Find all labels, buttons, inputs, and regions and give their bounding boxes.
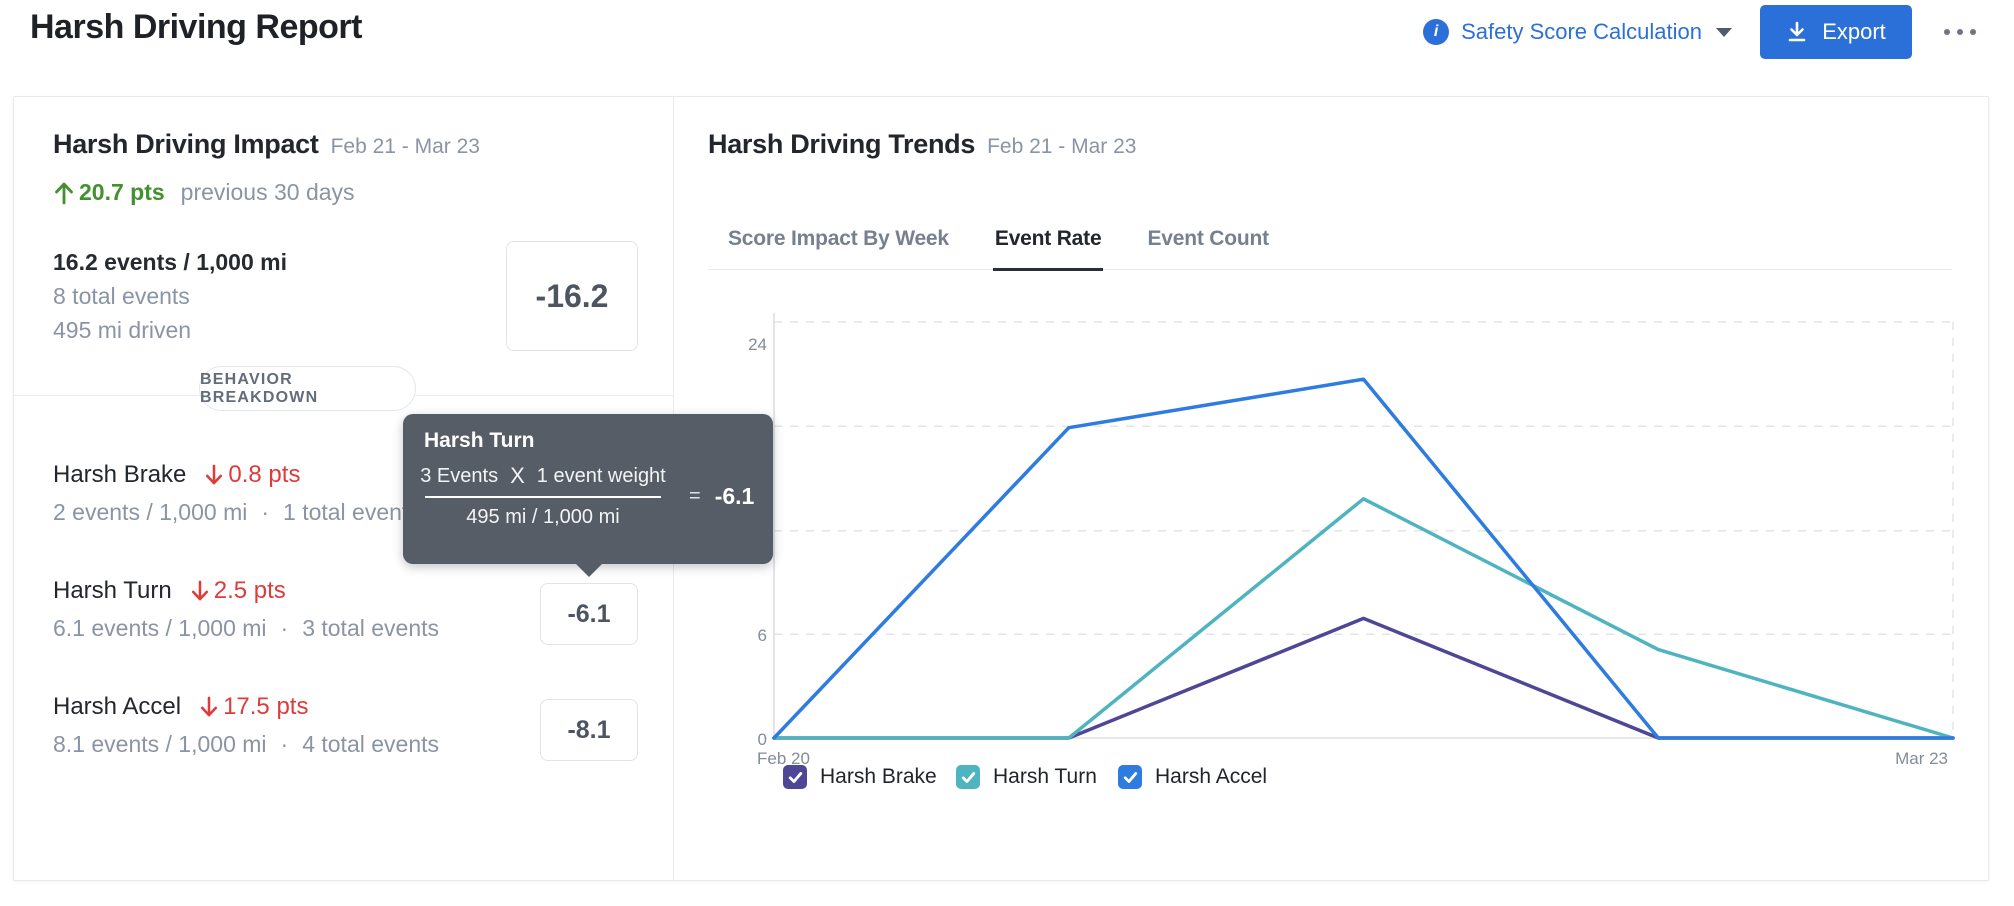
header-actions: i Safety Score Calculation Export <box>1423 0 1980 64</box>
tooltip-result: -6.1 <box>714 482 755 509</box>
behavior-points-drop: 17.5 pts <box>223 693 309 720</box>
legend-label: Harsh Accel <box>1155 765 1268 788</box>
check-icon <box>788 771 802 783</box>
harsh-turn-checkbox[interactable] <box>956 765 980 789</box>
harsh-accel-score-box: -8.1 <box>540 699 638 761</box>
legend-item-harsh-brake[interactable]: Harsh Brake <box>783 765 937 789</box>
behavior-name: Harsh Brake <box>53 461 187 488</box>
equals-sign: = <box>689 484 701 507</box>
export-button[interactable]: Export <box>1760 5 1912 59</box>
behavior-name: Harsh Turn <box>53 577 172 604</box>
tab-event-count[interactable]: Event Count <box>1147 227 1269 250</box>
download-icon <box>1788 21 1806 42</box>
impact-miles-driven: 495 mi driven <box>53 317 192 343</box>
behavior-row-harsh-turn: Harsh Turn 2.5 pts 6.1 events / 1,000 mi… <box>53 577 439 642</box>
behavior-breakdown-label: BEHAVIOR BREAKDOWN <box>199 366 416 411</box>
impact-event-rate: 16.2 events / 1,000 mi <box>53 249 287 275</box>
check-icon <box>1123 771 1137 783</box>
impact-date-range: Feb 21 - Mar 23 <box>330 135 480 158</box>
impact-score-box: -16.2 <box>506 241 638 351</box>
behavior-row-harsh-accel: Harsh Accel 17.5 pts 8.1 events / 1,000 … <box>53 693 439 758</box>
tooltip-denominator: 495 mi / 1,000 mi <box>466 506 620 528</box>
behavior-row-harsh-brake: Harsh Brake 0.8 pts 2 events / 1,000 mi … <box>53 461 408 526</box>
up-arrow-icon <box>53 181 75 205</box>
harsh-turn-calculation-tooltip: Harsh Turn 3 Events X 1 event weight 495… <box>403 414 773 577</box>
impact-panel-title: Harsh Driving Impact Feb 21 - Mar 23 <box>53 129 480 159</box>
tooltip-events: 3 Events <box>420 464 499 487</box>
safety-score-calculation-label: Safety Score Calculation <box>1461 19 1702 44</box>
impact-change-period: previous 30 days <box>180 179 355 205</box>
harsh-accel-checkbox[interactable] <box>1118 765 1142 789</box>
x-tick-end: Mar 23 <box>1895 749 1948 768</box>
fraction-bar <box>425 496 661 498</box>
tab-score-impact-by-week[interactable]: Score Impact By Week <box>728 227 949 250</box>
chevron-down-icon <box>1716 27 1732 37</box>
safety-score-calculation-link[interactable]: i Safety Score Calculation <box>1423 19 1732 45</box>
legend-item-harsh-accel[interactable]: Harsh Accel <box>1118 765 1267 789</box>
behavior-name: Harsh Accel <box>53 693 182 720</box>
behavior-total: 3 total events <box>302 615 439 641</box>
behavior-total: 1 total event <box>283 499 409 525</box>
harsh-brake-checkbox[interactable] <box>783 765 807 789</box>
report-card: Harsh Driving Impact Feb 21 - Mar 23 20.7… <box>13 96 1989 881</box>
dot-separator: · <box>280 615 289 641</box>
tooltip-event-weight: 1 event weight <box>536 464 666 487</box>
down-arrow-icon <box>204 464 224 486</box>
behavior-rate: 8.1 events / 1,000 mi <box>53 731 267 757</box>
check-icon <box>961 771 975 783</box>
export-button-label: Export <box>1822 19 1886 44</box>
dot-separator: · <box>280 731 289 757</box>
multiply-icon: X <box>510 463 525 488</box>
trends-tabs: Score Impact By Week Event Rate Event Co… <box>708 221 1952 271</box>
y-tick-24: 24 <box>748 335 767 354</box>
impact-stats: 16.2 events / 1,000 mi 8 total events 49… <box>53 245 287 347</box>
harsh-brake-line <box>772 616 1955 740</box>
tooltip-title: Harsh Turn <box>424 429 535 452</box>
harsh-turn-score-box: -6.1 <box>540 583 638 645</box>
tab-event-rate[interactable]: Event Rate <box>992 221 1104 271</box>
legend-item-harsh-turn[interactable]: Harsh Turn <box>956 765 1097 789</box>
down-arrow-icon <box>190 580 210 602</box>
trends-date-range: Feb 21 - Mar 23 <box>987 135 1137 158</box>
dot-separator: · <box>261 499 270 525</box>
impact-total-events: 8 total events <box>53 283 190 309</box>
harsh-accel-line <box>772 377 1955 740</box>
y-tick-0: 0 <box>758 730 767 749</box>
chart-grid <box>773 313 1954 739</box>
y-tick-6: 6 <box>758 626 767 645</box>
legend-label: Harsh Brake <box>820 765 937 788</box>
behavior-total: 4 total events <box>302 731 439 757</box>
behavior-rate: 6.1 events / 1,000 mi <box>53 615 267 641</box>
trends-chart: 24 6 0 Feb 20 Mar 23 <box>748 313 1955 768</box>
tooltip-formula: 3 Events X 1 event weight 495 mi / 1,000… <box>417 463 759 529</box>
page-title: Harsh Driving Report <box>30 8 362 46</box>
impact-change-row: 20.7 pts previous 30 days <box>53 179 355 206</box>
x-tick-start: Feb 20 <box>757 749 810 768</box>
behavior-rate: 2 events / 1,000 mi <box>53 499 248 525</box>
down-arrow-icon <box>199 696 219 718</box>
harsh-turn-line <box>772 497 1955 740</box>
legend-label: Harsh Turn <box>993 765 1097 788</box>
impact-change-value: 20.7 pts <box>79 179 165 205</box>
behavior-points-drop: 2.5 pts <box>213 577 286 604</box>
more-menu-icon[interactable] <box>1940 19 1980 45</box>
trends-panel-title: Harsh Driving Trends Feb 21 - Mar 23 <box>708 129 1137 159</box>
behavior-points-drop: 0.8 pts <box>228 461 301 488</box>
info-icon: i <box>1423 19 1450 45</box>
